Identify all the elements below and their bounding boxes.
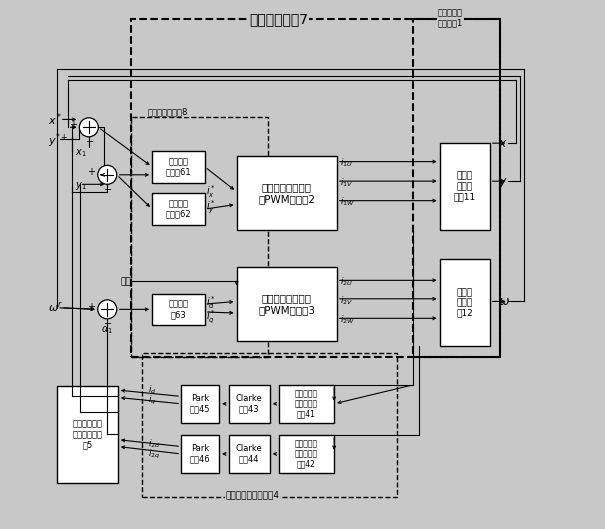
Text: $\omega^r$: $\omega^r$ xyxy=(48,301,64,314)
Text: 径向位置
控制器62: 径向位置 控制器62 xyxy=(166,199,191,219)
Bar xyxy=(131,19,500,357)
Bar xyxy=(279,435,334,473)
Text: $i_{2q}$: $i_{2q}$ xyxy=(148,448,161,461)
Text: $i_{2W}$: $i_{2W}$ xyxy=(341,314,356,326)
Bar xyxy=(57,386,118,484)
Bar xyxy=(237,157,337,230)
Circle shape xyxy=(98,300,117,319)
Text: $y_1$: $y_1$ xyxy=(74,180,86,193)
Text: Clarke
变换44: Clarke 变换44 xyxy=(236,444,263,463)
Text: +: + xyxy=(69,120,77,130)
Text: −: − xyxy=(104,185,113,195)
Bar xyxy=(181,435,219,473)
Bar xyxy=(237,267,337,341)
Text: $i_{2V}$: $i_{2V}$ xyxy=(341,294,354,307)
Text: 霍尔电流传
感器及调理
电路42: 霍尔电流传 感器及调理 电路42 xyxy=(295,439,318,469)
Text: 径向位置
控制器61: 径向位置 控制器61 xyxy=(166,157,191,177)
Bar xyxy=(152,151,205,183)
Text: Clarke
变换43: Clarke 变换43 xyxy=(236,394,263,414)
Text: $i_{2d}$: $i_{2d}$ xyxy=(148,437,161,450)
Text: 霍尔电流传
感器及调理
电路41: 霍尔电流传 感器及调理 电路41 xyxy=(295,389,318,418)
Text: $x^*$: $x^*$ xyxy=(48,111,63,127)
Text: $i^*_q$: $i^*_q$ xyxy=(206,308,217,326)
Text: 第一扩展的电流带
环PWM逆变器2: 第一扩展的电流带 环PWM逆变器2 xyxy=(258,183,315,204)
Text: 悬浮力
绕组子
系统11: 悬浮力 绕组子 系统11 xyxy=(454,172,476,202)
Text: −: − xyxy=(86,137,94,147)
Bar xyxy=(279,385,334,423)
Text: $i^*_x$: $i^*_x$ xyxy=(206,183,217,200)
Bar xyxy=(181,385,219,423)
Bar xyxy=(440,259,490,346)
Bar xyxy=(229,435,270,473)
Text: 无轴承同步
磁阻电机1: 无轴承同步 磁阻电机1 xyxy=(437,8,463,28)
Text: $\alpha_1$: $\alpha_1$ xyxy=(101,325,113,336)
Bar xyxy=(229,385,270,423)
Text: $i_{1W}$: $i_{1W}$ xyxy=(341,196,356,208)
Text: 第二扩展的电流带
环PWM逆变器3: 第二扩展的电流带 环PWM逆变器3 xyxy=(258,293,315,315)
Text: Park
变换45: Park 变换45 xyxy=(190,394,211,414)
Text: $i^*_d$: $i^*_d$ xyxy=(206,294,217,311)
Bar xyxy=(440,143,490,230)
Text: 电流采样和转换单元4: 电流采样和转换单元4 xyxy=(226,490,280,499)
Text: $i_{1V}$: $i_{1V}$ xyxy=(341,177,354,189)
Text: $i_q$: $i_q$ xyxy=(148,394,157,407)
Text: $x$: $x$ xyxy=(498,136,508,150)
Text: 最小二乘支持
向量机预测模
型5: 最小二乘支持 向量机预测模 型5 xyxy=(73,419,102,450)
Text: −: − xyxy=(104,319,113,329)
Text: $y^{*+}$: $y^{*+}$ xyxy=(48,131,68,150)
Text: $x_1$: $x_1$ xyxy=(74,147,86,159)
Text: 早报: 早报 xyxy=(120,277,131,286)
Text: $i_{1U}$: $i_{1U}$ xyxy=(341,157,353,169)
Bar xyxy=(142,353,397,497)
Text: $i_{2U}$: $i_{2U}$ xyxy=(341,275,353,288)
Text: $i^*_y$: $i^*_y$ xyxy=(206,199,217,216)
Text: $i_d$: $i_d$ xyxy=(148,384,157,396)
Bar xyxy=(152,193,205,225)
Text: $\omega$: $\omega$ xyxy=(498,295,509,308)
Text: 转速控制
器63: 转速控制 器63 xyxy=(169,299,189,319)
Bar xyxy=(413,19,500,357)
Bar xyxy=(131,117,268,357)
Text: +: + xyxy=(88,167,96,177)
Text: +: + xyxy=(88,302,96,312)
Circle shape xyxy=(79,118,99,137)
Text: 复合被控对象7: 复合被控对象7 xyxy=(249,12,309,26)
Text: $y$: $y$ xyxy=(498,176,508,190)
Text: 转矩绕
组子系
统12: 转矩绕 组子系 统12 xyxy=(456,288,473,317)
Circle shape xyxy=(98,165,117,184)
Text: Park
变换46: Park 变换46 xyxy=(190,444,211,463)
Text: 快性闭环控制器8: 快性闭环控制器8 xyxy=(148,107,188,116)
Bar xyxy=(152,294,205,325)
